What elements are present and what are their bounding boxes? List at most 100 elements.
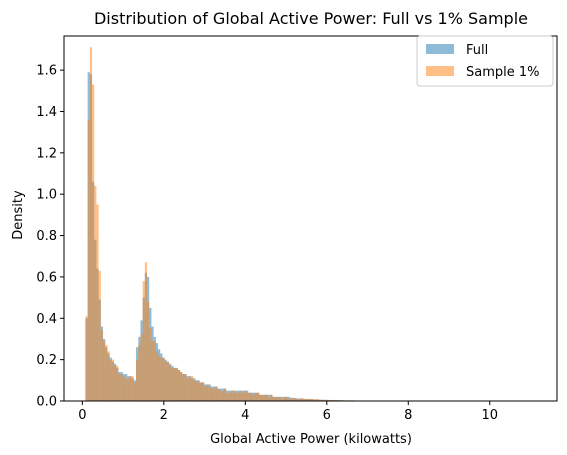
histogram-bar-sample-61 (219, 390, 222, 401)
histogram-bar-sample-62 (221, 390, 225, 401)
histogram-bar-sample-74 (248, 392, 251, 401)
plot-background (64, 36, 557, 401)
histogram-bar-sample-97 (298, 398, 302, 401)
histogram-bar-sample-63 (224, 388, 227, 401)
histogram-bar-sample-70 (239, 390, 242, 401)
histogram-bar-sample-110 (327, 399, 330, 401)
histogram-bar-sample-26 (142, 281, 145, 401)
histogram-bar-sample-108 (323, 399, 326, 401)
histogram-bar-sample-22 (133, 382, 137, 401)
histogram-bar-sample-94 (292, 397, 295, 401)
histogram-bar-sample-11 (109, 359, 112, 401)
histogram-bar-sample-19 (127, 378, 130, 401)
histogram-bar-sample-25 (140, 334, 143, 401)
y-tick-label: 0.8 (36, 229, 57, 244)
histogram-bar-sample-48 (191, 376, 194, 401)
y-axis-ticks: 0.0 0.2 0.4 0.6 0.8 1.0 1.2 1.4 1.6 (36, 64, 64, 410)
histogram-bar-sample-14 (116, 365, 119, 401)
histogram-bar-sample-15 (118, 374, 121, 401)
histogram-bar-sample-23 (136, 359, 139, 401)
x-axis-ticks: 0 2 4 6 8 10 (78, 401, 498, 423)
series-sample-bars (85, 47, 524, 402)
histogram-bar-sample-66 (230, 390, 233, 401)
histogram-bar-sample-8 (103, 341, 106, 401)
histogram-bar-sample-1 (87, 119, 90, 401)
x-tick-label: 8 (404, 408, 412, 423)
legend: Full Sample 1% (416, 35, 554, 87)
histogram-bar-sample-65 (228, 392, 231, 401)
histogram-bar-sample-99 (303, 398, 306, 401)
histogram-bar-sample-47 (188, 376, 192, 401)
histogram-bar-sample-111 (329, 399, 332, 401)
x-tick-label: 4 (241, 408, 249, 423)
histogram-bar-sample-89 (281, 398, 284, 401)
histogram-bar-sample-39 (171, 367, 174, 401)
x-tick-label: 6 (323, 408, 331, 423)
histogram-bar-sample-71 (241, 392, 244, 401)
histogram-bar-sample-79 (259, 394, 262, 401)
histogram-bar-sample-86 (274, 396, 277, 401)
histogram-bar-sample-44 (182, 374, 185, 401)
histogram-bar-sample-28 (147, 301, 150, 401)
histogram-bar-sample-13 (114, 365, 117, 401)
histogram-bar-sample-68 (235, 392, 238, 401)
histogram-bar-sample-102 (309, 398, 313, 401)
histogram-bar-sample-42 (177, 369, 181, 401)
histogram-bar-sample-0 (85, 316, 88, 401)
histogram-bar-sample-4 (94, 185, 97, 401)
histogram-bar-sample-90 (283, 396, 286, 401)
x-tick-label: 2 (160, 408, 168, 423)
y-tick-label: 0.2 (36, 353, 57, 368)
histogram-bar-sample-85 (272, 396, 275, 401)
histogram-bar-sample-84 (270, 394, 273, 401)
histogram-bar-sample-60 (217, 388, 220, 401)
histogram-bar-sample-80 (261, 394, 264, 401)
histogram-bar-sample-95 (294, 398, 297, 401)
histogram-bar-sample-87 (276, 396, 280, 401)
y-tick-label: 1.6 (36, 64, 57, 79)
histogram-bar-sample-37 (166, 361, 170, 401)
histogram-bar-sample-57 (210, 388, 214, 401)
histogram-bar-sample-92 (287, 398, 291, 401)
histogram-bar-sample-51 (197, 382, 200, 401)
histogram-bar-sample-83 (268, 396, 271, 401)
histogram-bar-sample-33 (158, 355, 161, 401)
y-tick-label: 0.0 (36, 395, 57, 410)
axes-frame (63, 35, 558, 402)
histogram-bar-sample-43 (180, 372, 183, 401)
histogram-bar-sample-109 (325, 399, 328, 401)
histogram-bar-sample-67 (232, 390, 236, 401)
y-tick-label: 0.6 (36, 270, 57, 285)
legend-swatch-full (426, 44, 454, 54)
y-tick-label: 1.4 (36, 105, 57, 120)
histogram-bar-sample-21 (131, 376, 134, 401)
legend-swatch-sample (426, 66, 454, 76)
histogram-bar-sample-59 (215, 386, 218, 401)
histogram-bar-sample-98 (301, 397, 304, 401)
histogram-bar-sample-46 (186, 378, 189, 401)
histogram-bar-sample-36 (164, 361, 167, 401)
histogram-bar-sample-16 (120, 374, 123, 401)
legend-label-sample: Sample 1% (466, 65, 540, 80)
histogram-bar-sample-31 (153, 341, 156, 401)
histogram-bar-sample-73 (246, 392, 249, 401)
histogram-bar-sample-38 (169, 365, 172, 401)
histogram-bar-sample-105 (316, 398, 319, 401)
histogram-bar-sample-6 (98, 270, 101, 401)
histogram-bar-sample-64 (226, 392, 229, 401)
histogram-bar-sample-55 (206, 384, 209, 401)
histogram-bar-sample-112 (331, 399, 335, 401)
y-tick-label: 1.0 (36, 188, 57, 203)
histogram-bar-sample-93 (290, 397, 293, 401)
histogram-bar-sample-101 (307, 398, 310, 401)
histogram-bar-sample-10 (107, 351, 110, 401)
plot-area (64, 36, 557, 401)
histogram-bar-sample-12 (111, 359, 115, 401)
x-tick-label: 10 (481, 408, 498, 423)
histogram-bar-sample-41 (175, 367, 178, 401)
histogram-bar-sample-77 (254, 392, 258, 401)
histogram-bar-sample-9 (105, 345, 108, 401)
histogram-bar-sample-58 (213, 388, 216, 401)
y-tick-label: 1.2 (36, 146, 57, 161)
x-tick-label: 0 (78, 408, 86, 423)
